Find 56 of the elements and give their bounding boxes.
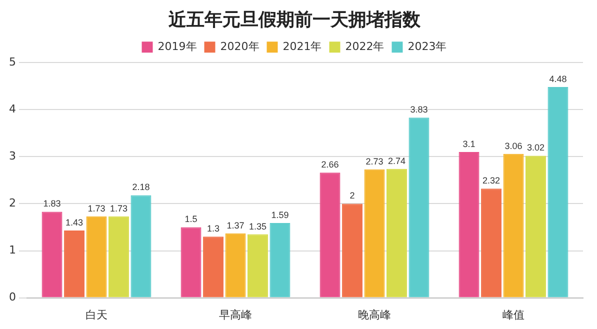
bar (203, 236, 224, 298)
legend-label: 2022年 (345, 40, 384, 53)
bar (386, 168, 407, 298)
bar (180, 227, 202, 298)
x-tick-label: 白天 (86, 308, 108, 322)
bar (270, 223, 290, 298)
bar (408, 118, 430, 298)
data-label: 2.18 (132, 182, 150, 192)
bar (42, 212, 62, 298)
data-label: 4.48 (549, 74, 567, 84)
legend-label: 2019年 (158, 40, 197, 53)
data-label: 2.66 (321, 160, 339, 170)
y-tick-label: 4 (9, 102, 16, 116)
y-tick-label: 0 (9, 290, 16, 304)
data-label: 1.37 (226, 220, 244, 230)
data-label: 3.06 (504, 140, 522, 151)
bar (108, 216, 129, 298)
bar (481, 188, 502, 298)
data-label: 3.1 (462, 138, 476, 149)
data-label: 1.43 (65, 218, 84, 228)
y-tick-label: 1 (9, 244, 16, 257)
bar (130, 195, 152, 298)
bar (248, 234, 268, 298)
bar (320, 172, 340, 298)
bar (64, 230, 84, 298)
data-label: 1.59 (271, 210, 289, 220)
y-tick-label: 5 (9, 55, 16, 68)
bar (342, 204, 362, 298)
y-tick-label: 2 (9, 196, 16, 210)
data-label: 3.02 (526, 142, 545, 153)
bar (86, 216, 107, 298)
bar (364, 169, 385, 298)
bar (458, 152, 480, 298)
legend-label: 2020年 (220, 40, 260, 53)
data-label: 1.3 (207, 224, 220, 234)
data-label: 1.35 (248, 221, 267, 232)
data-label: 2 (350, 190, 355, 201)
x-tick-label: 峰值 (502, 308, 524, 322)
bar (225, 233, 246, 298)
x-tick-label: 早高峰 (219, 308, 252, 322)
data-label: 3.83 (410, 104, 428, 115)
data-label: 1.83 (43, 198, 61, 209)
legend-label: 2021年 (282, 40, 322, 53)
bar (526, 156, 546, 298)
data-label: 2.74 (388, 156, 406, 166)
y-tick-label: 3 (9, 150, 16, 163)
x-tick-label: 晚高峰 (358, 308, 391, 322)
data-label: 1.5 (184, 214, 198, 224)
data-label: 1.73 (110, 203, 128, 214)
legend-label: 2023年 (408, 40, 447, 53)
data-label: 1.73 (88, 203, 106, 214)
chart-title: 近五年元旦假期前一天拥堵指数 (168, 9, 422, 30)
bar (503, 154, 524, 298)
bar (548, 87, 568, 298)
data-label: 2.32 (482, 176, 500, 186)
data-label: 2.73 (366, 156, 384, 166)
